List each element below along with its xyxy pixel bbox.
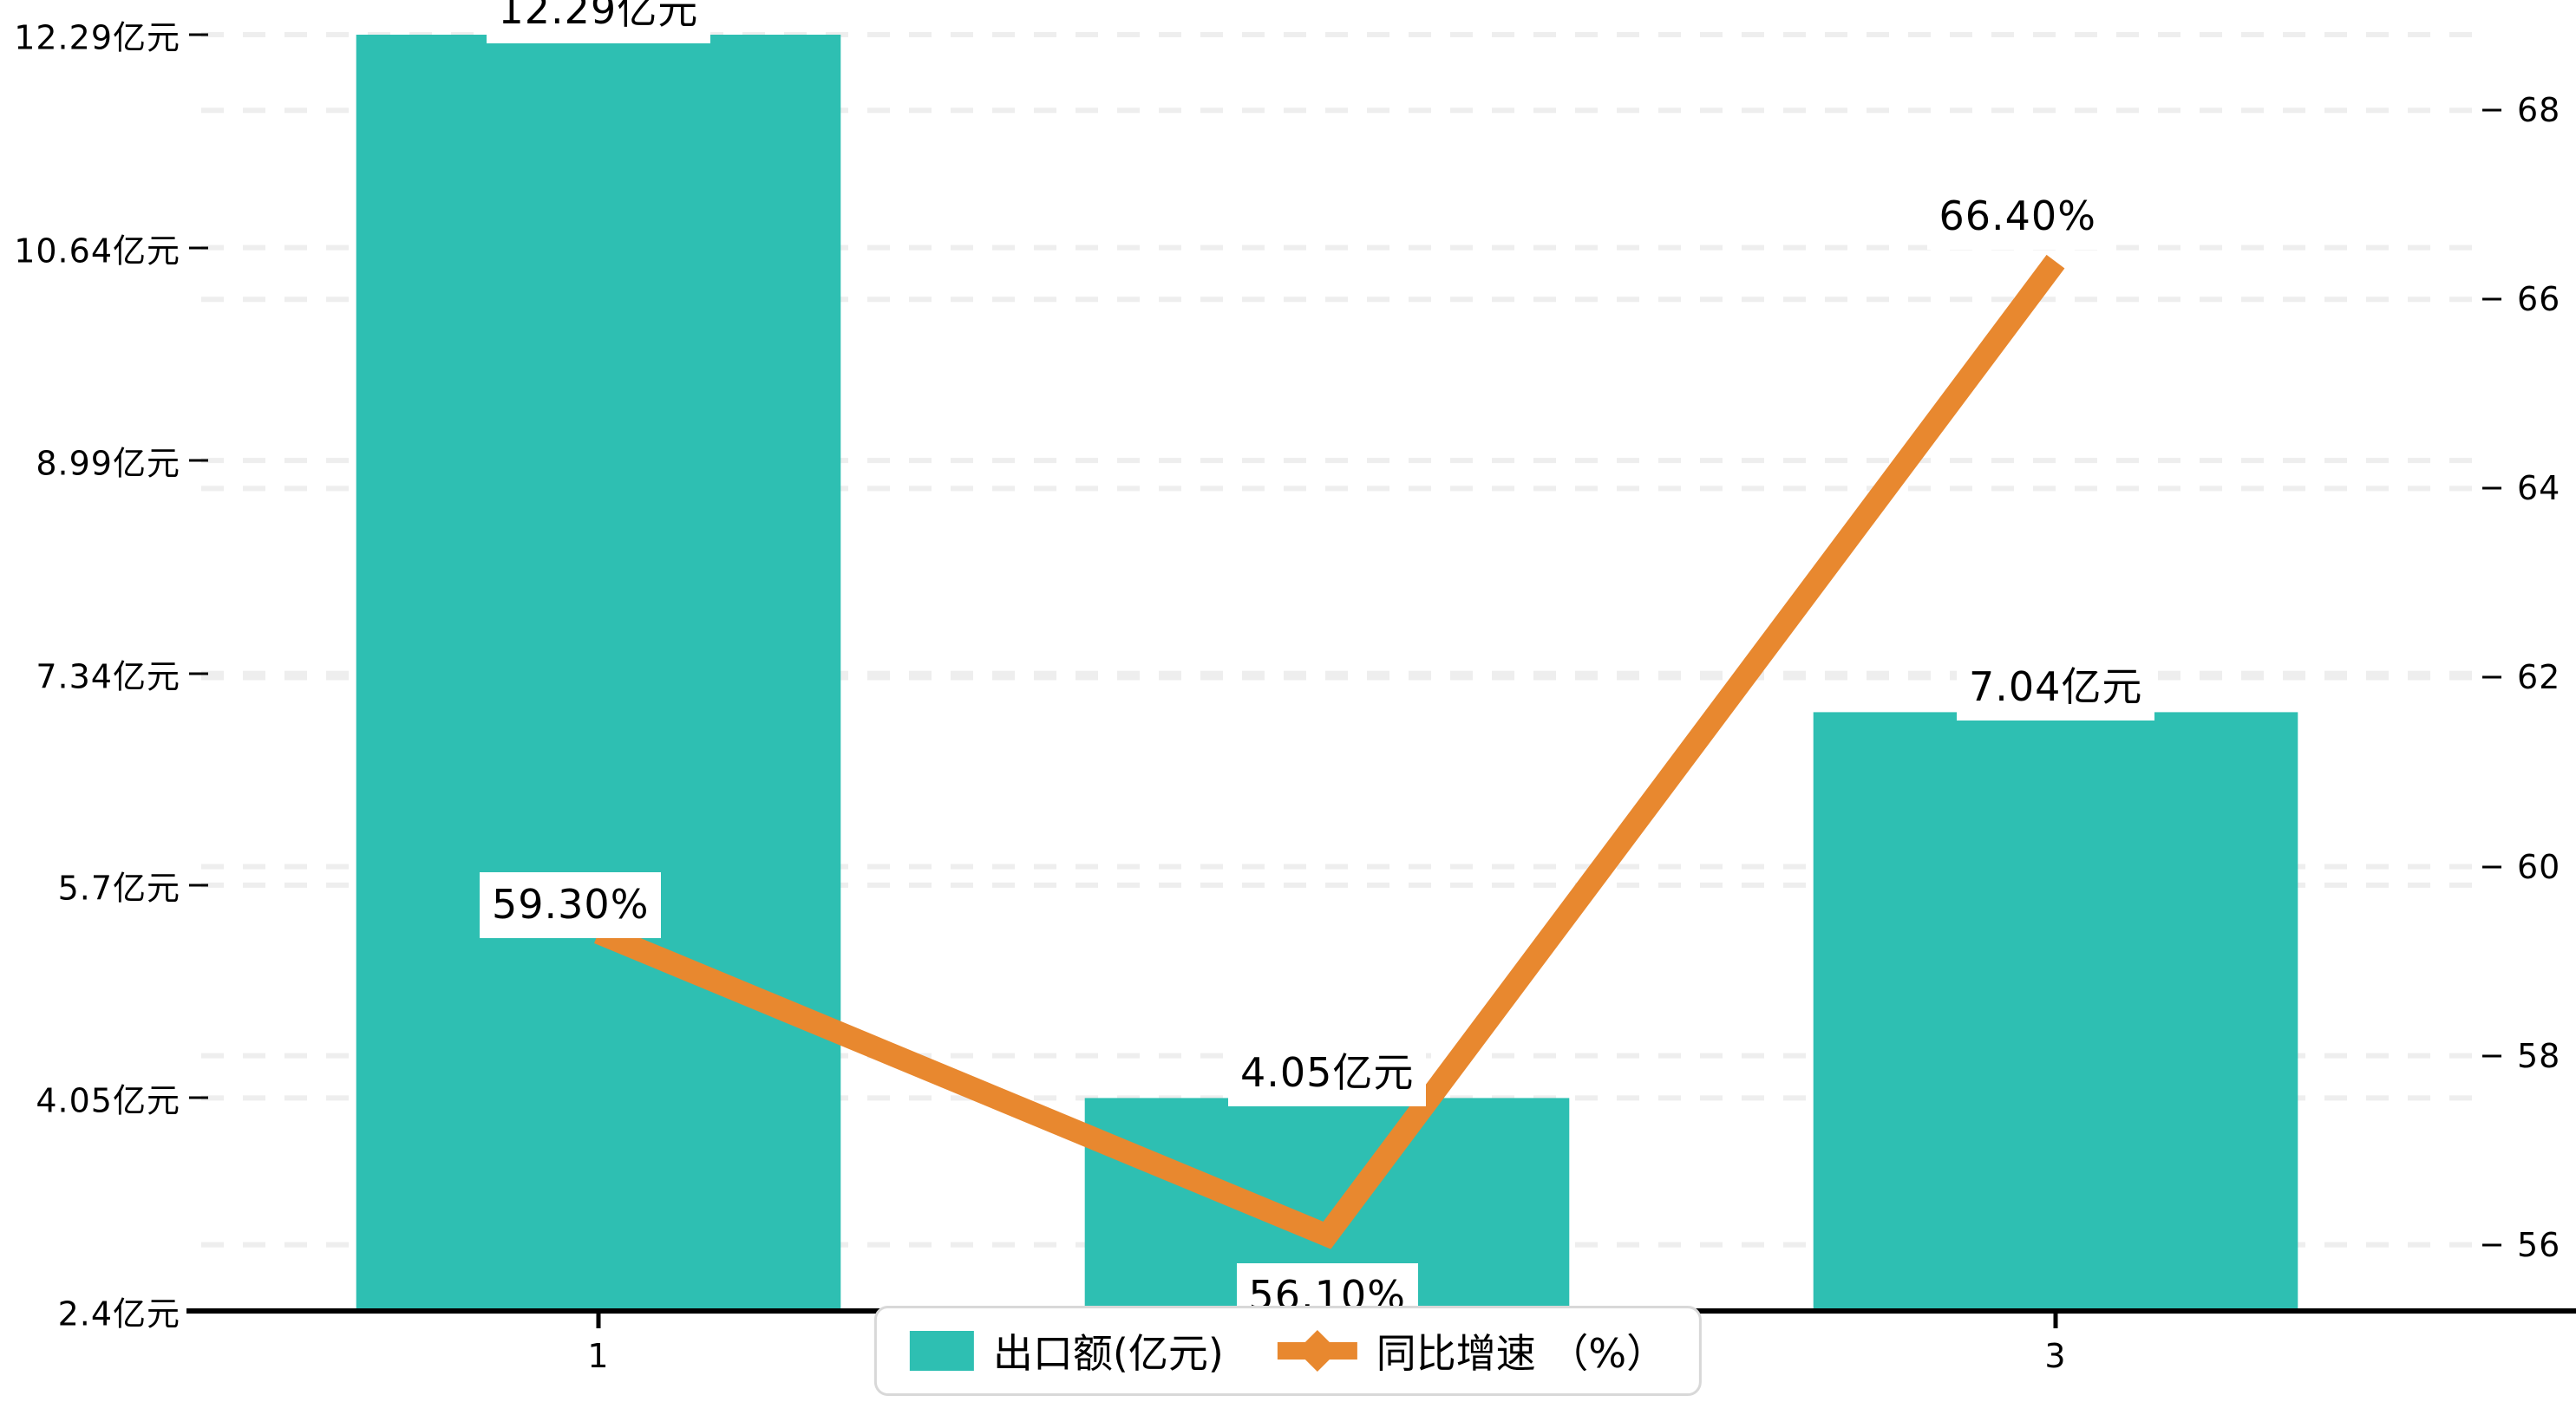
bar-data-label: 7.04亿元 xyxy=(1957,655,2155,721)
y-axis-left-tick-mark xyxy=(189,1096,208,1099)
y-axis-right-tick-mark xyxy=(2482,108,2501,112)
y-axis-left-tick-label: 8.99亿元 xyxy=(36,444,180,483)
x-axis-tick-label: 1 xyxy=(587,1337,610,1375)
y-axis-right-tick-label: 64 xyxy=(2517,469,2561,508)
y-axis-left-tick-label: 7.34亿元 xyxy=(36,657,180,696)
y-axis-right-tick-label: 56 xyxy=(2517,1225,2561,1264)
y-axis-right-tick-label: 60 xyxy=(2517,847,2561,886)
legend-label-bar: 出口额(亿元) xyxy=(992,1330,1224,1377)
legend-bar-swatch-icon xyxy=(909,1331,974,1371)
legend-label-line: 同比增速 （%） xyxy=(1376,1330,1667,1377)
y-axis-right-tick-label: 62 xyxy=(2517,658,2561,697)
y-axis-left-tick-mark xyxy=(189,1309,208,1313)
y-axis-right-tick-label: 66 xyxy=(2517,280,2561,319)
legend-item-bar[interactable]: 出口额(亿元) xyxy=(909,1322,1224,1379)
x-axis-tick-label: 3 xyxy=(2044,1337,2067,1375)
y-axis-left-tick-label: 2.4亿元 xyxy=(57,1294,180,1333)
y-axis-left-tick-mark xyxy=(189,246,208,250)
y-axis-right-tick-mark xyxy=(2482,1243,2501,1247)
bar-data-label: 4.05亿元 xyxy=(1228,1040,1427,1107)
y-axis-left-tick-mark xyxy=(189,33,208,36)
y-axis-left-tick-mark xyxy=(189,459,208,462)
y-axis-left-tick-mark xyxy=(189,884,208,887)
y-axis-right-tick-mark xyxy=(2482,1054,2501,1058)
y-axis-right-tick-mark xyxy=(2482,486,2501,490)
line-data-label: 66.40% xyxy=(1926,183,2109,250)
y-axis-left-tick-mark xyxy=(189,672,208,675)
legend-item-line[interactable]: 同比增速 （%） xyxy=(1277,1322,1667,1379)
y-axis-left-tick-label: 12.29亿元 xyxy=(14,18,180,57)
y-axis-left-tick-label: 4.05亿元 xyxy=(36,1081,180,1120)
bar-data-label: 12.29亿元 xyxy=(486,0,711,43)
y-axis-right-tick-mark xyxy=(2482,865,2501,869)
y-axis-left-tick-label: 5.7亿元 xyxy=(57,869,180,908)
y-axis-left-tick-label: 10.64亿元 xyxy=(14,231,180,271)
line-data-label: 59.30% xyxy=(480,871,662,938)
y-axis-right-tick-label: 68 xyxy=(2517,91,2561,130)
chart-legend[interactable]: 出口额(亿元) 同比增速 （%） xyxy=(873,1306,1703,1396)
y-axis-right-tick-mark xyxy=(2482,675,2501,679)
y-axis-right-tick-label: 58 xyxy=(2517,1036,2561,1075)
legend-line-marker-icon xyxy=(1277,1329,1357,1373)
y-axis-right-tick-mark xyxy=(2482,297,2501,301)
